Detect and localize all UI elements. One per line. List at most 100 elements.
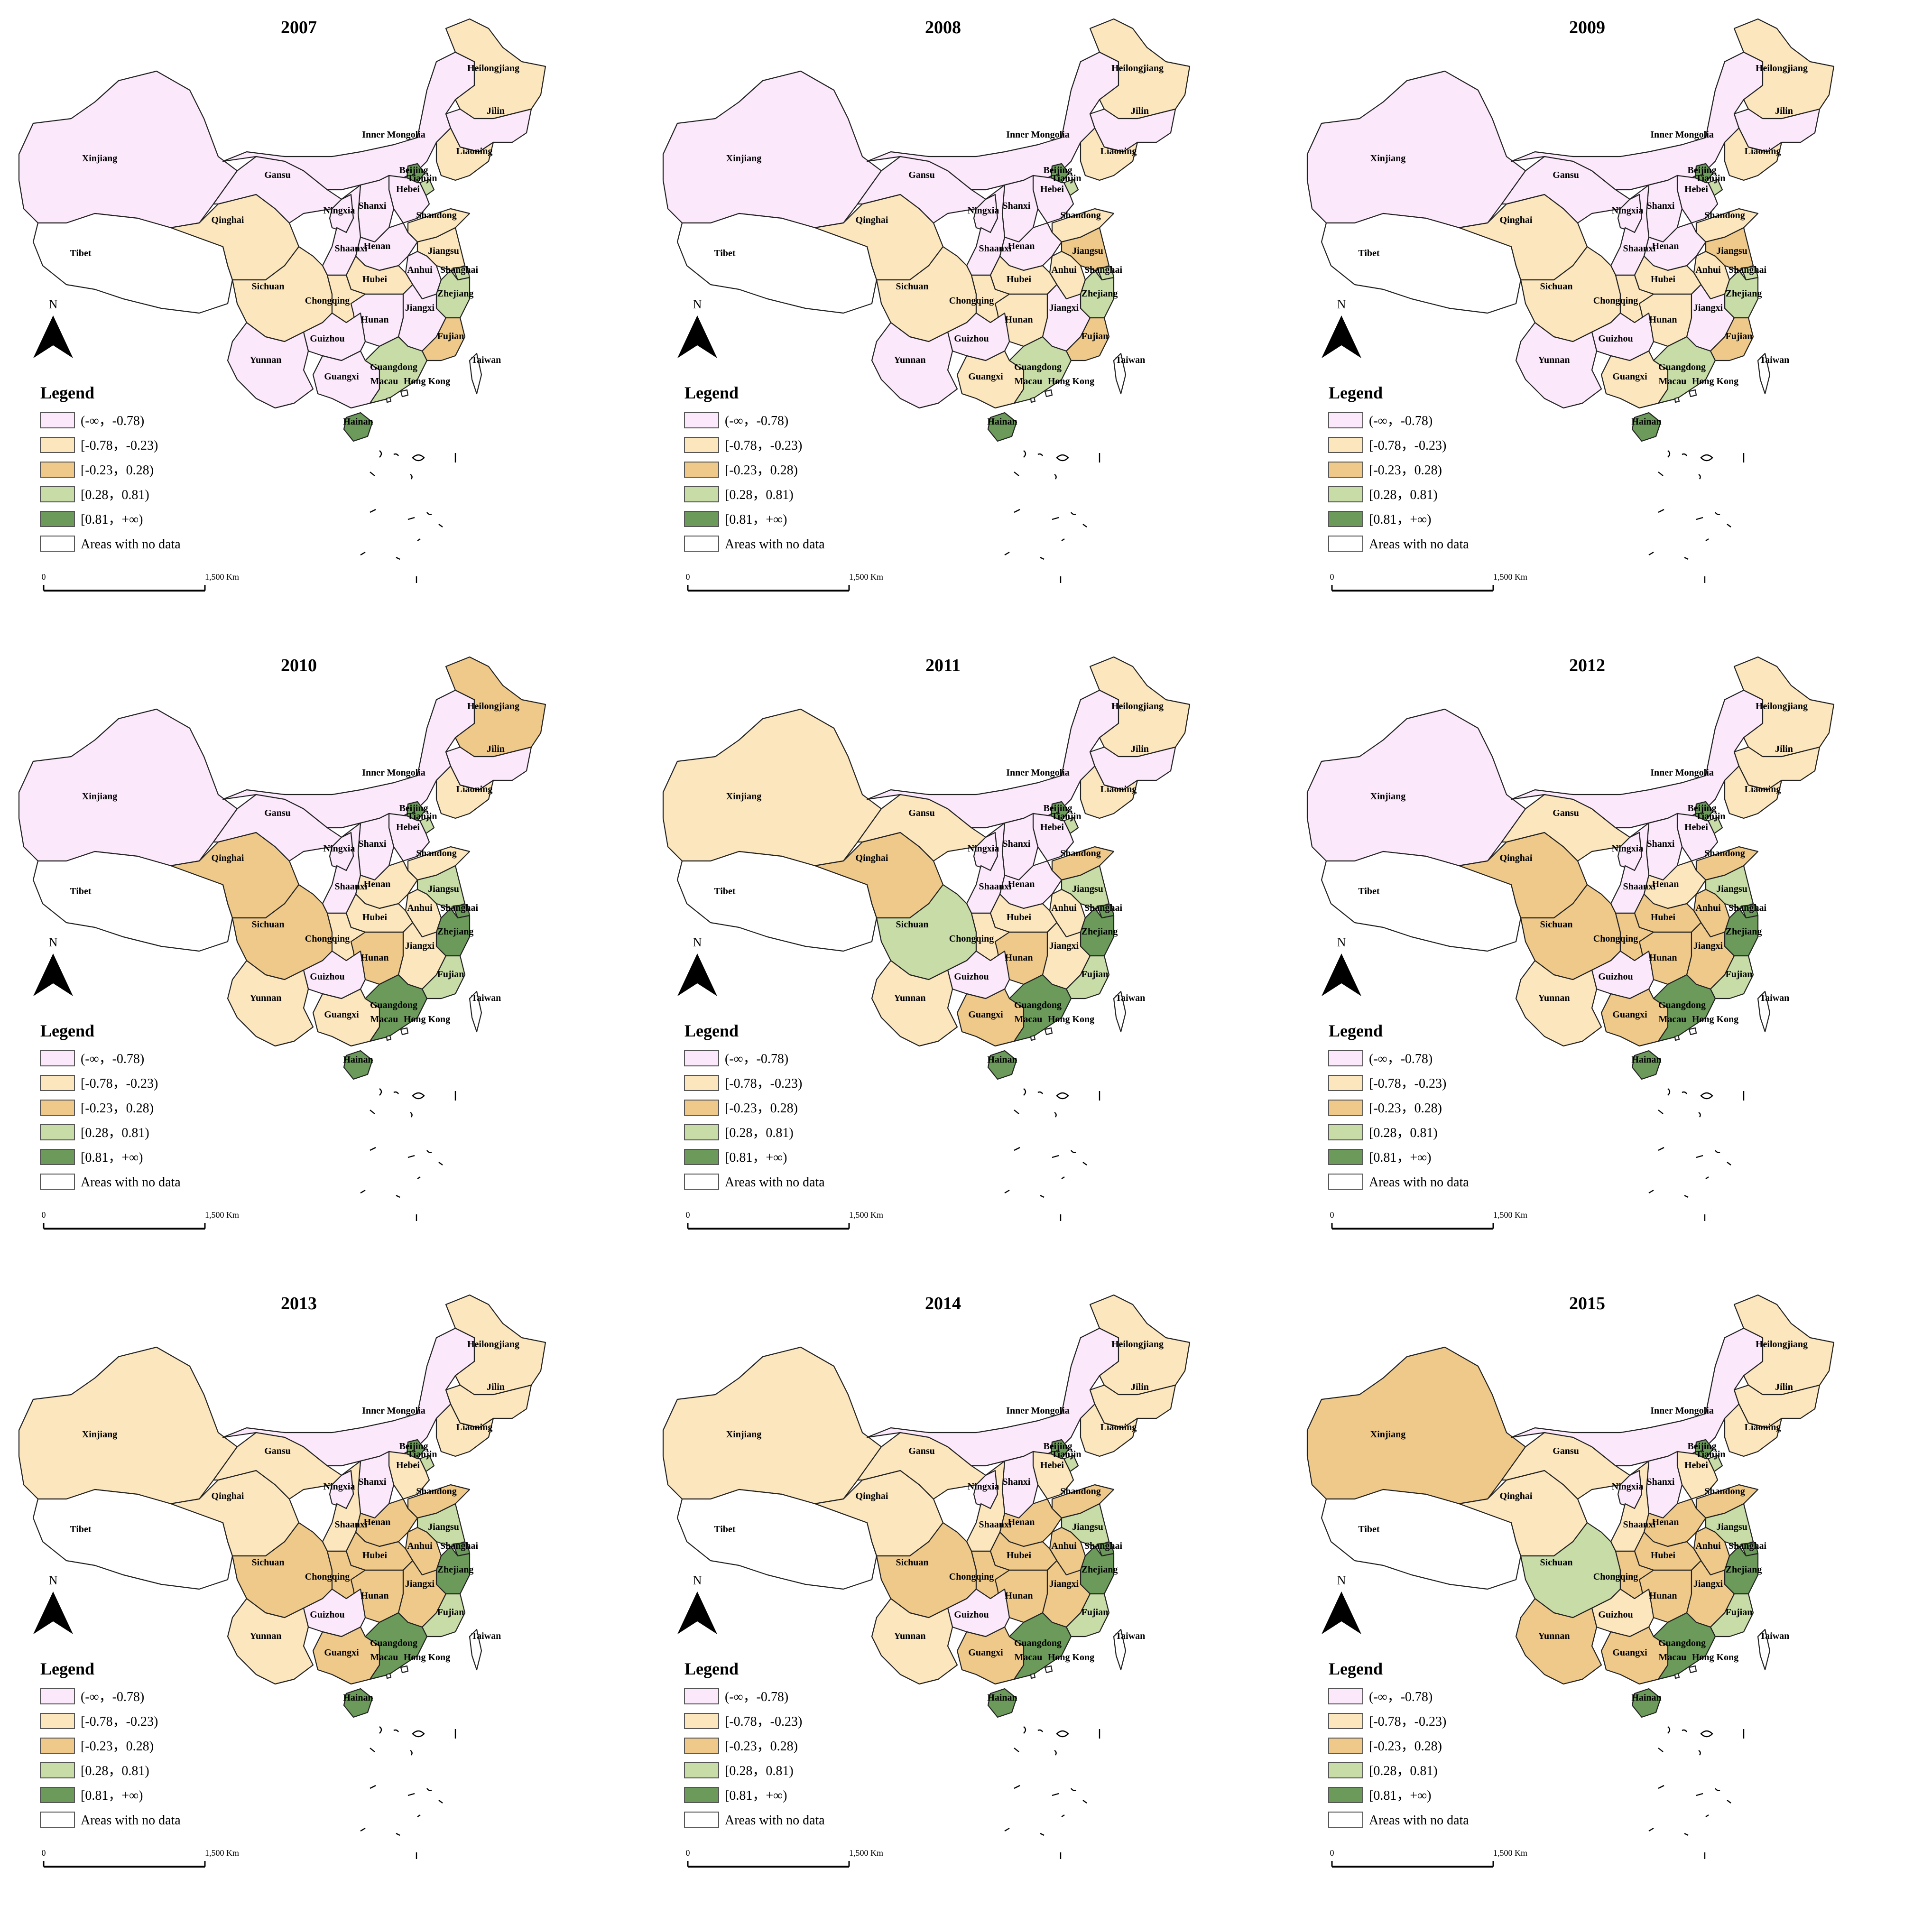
label-yunnan: Yunnan — [1538, 1631, 1570, 1641]
legend-swatch — [1328, 486, 1363, 502]
scale-end-label: 1,500 Km — [849, 572, 883, 582]
island-mark — [1667, 450, 1671, 458]
province-beijing — [1050, 801, 1070, 822]
label-hainan: Hainan — [1631, 416, 1661, 427]
province-guizhou — [303, 312, 366, 361]
provinces — [1306, 1294, 1835, 1718]
province-xinjiang — [662, 70, 882, 229]
legend-label: [-0.78，-0.23) — [1369, 1714, 1446, 1729]
label-jiangxi: Jiangxi — [1693, 303, 1723, 313]
legend-label: Areas with no data — [81, 537, 181, 552]
legend-label: (-∞，-0.78) — [725, 1052, 788, 1066]
label-heilongjiang: Heilongjiang — [1111, 701, 1164, 712]
label-guangdong: Guangdong — [1658, 1638, 1706, 1648]
province-xinjiang — [18, 1346, 238, 1505]
legend-title: Legend — [684, 1021, 739, 1040]
label-ningxia: Ningxia — [968, 205, 999, 216]
island-mark — [1682, 453, 1687, 456]
north-label: N — [49, 935, 58, 949]
label-tibet: Tibet — [1358, 248, 1380, 259]
legend-title: Legend — [684, 1659, 739, 1678]
island-mark — [396, 1194, 400, 1198]
map-year-title: 2014 — [925, 1294, 961, 1314]
island-mark — [393, 453, 399, 456]
island-mark — [407, 1155, 415, 1158]
province-guizhou — [947, 1588, 1010, 1637]
island-mark — [1700, 1730, 1713, 1738]
label-henan: Henan — [1652, 241, 1679, 251]
scale-zero-label: 0 — [42, 1210, 46, 1220]
island-mark — [412, 1730, 425, 1738]
label-shandong: Shandong — [416, 210, 457, 221]
legend-label: (-∞，-0.78) — [725, 1690, 788, 1704]
island-mark — [1004, 1189, 1010, 1194]
island-mark — [1061, 1176, 1065, 1179]
label-hunan: Hunan — [1005, 953, 1033, 963]
island-mark — [1052, 1793, 1059, 1796]
label-zhejiang: Zhejiang — [1082, 288, 1118, 299]
legend-label: (-∞，-0.78) — [81, 1690, 144, 1704]
label-hunan: Hunan — [361, 315, 389, 325]
label-hubei: Hubei — [1007, 274, 1032, 285]
map-svg: 2009 Xinjiang Tibet Qinghai Gansu Inner Mongo… — [1306, 18, 1835, 592]
label-hunan: Hunan — [361, 953, 389, 963]
legend-swatch — [684, 462, 719, 478]
label-hubei: Hubei — [1651, 274, 1676, 285]
scale-zero-label: 0 — [42, 1848, 46, 1858]
map-year-title: 2012 — [1569, 656, 1605, 675]
north-arrow-icon — [33, 1591, 73, 1634]
province-tibet — [32, 1489, 233, 1590]
label-sichuan: Sichuan — [896, 281, 929, 292]
island-mark — [1658, 472, 1664, 476]
legend-swatch — [684, 1812, 719, 1828]
label-henan: Henan — [364, 1517, 391, 1527]
label-tibet: Tibet — [70, 886, 92, 897]
label-hebei: Hebei — [1040, 1460, 1064, 1471]
label-hebei: Hebei — [396, 184, 420, 194]
label-shaanxi: Shaanxi — [1623, 1519, 1656, 1530]
province-taiwan — [469, 1628, 482, 1671]
provinces — [662, 1294, 1191, 1718]
legend-label: [0.81，+∞) — [1369, 1788, 1431, 1803]
label-tibet: Tibet — [1358, 1524, 1380, 1535]
label-yunnan: Yunnan — [1538, 355, 1570, 365]
label-tianjin: Tianjin — [1052, 1449, 1082, 1460]
province-yunnan — [1515, 960, 1602, 1047]
island-mark — [1682, 1091, 1687, 1094]
label-shanghai: Shanghai — [1729, 903, 1766, 913]
label-hongkong: Hong Kong — [1692, 1652, 1738, 1663]
label-hongkong: Hong Kong — [1048, 376, 1094, 387]
label-beijing: Beijing — [1687, 1441, 1716, 1452]
island-mark — [1648, 551, 1654, 556]
label-heilongjiang: Heilongjiang — [1756, 701, 1808, 712]
legend-label: [0.81，+∞) — [1369, 1150, 1431, 1165]
north-label: N — [693, 935, 702, 949]
province-tibet — [676, 1489, 878, 1590]
province-labels: Xinjiang Tibet Qinghai Gansu Inner Mongolia H… — [714, 1339, 1164, 1703]
island-mark — [1014, 1147, 1020, 1151]
island-mark — [1658, 1147, 1664, 1151]
label-gansu: Gansu — [1553, 808, 1579, 818]
legend-swatch — [684, 1050, 719, 1066]
map-year-title: 2008 — [925, 18, 961, 37]
province-innermongolia — [222, 1327, 475, 1467]
map-year-title: 2011 — [925, 656, 961, 675]
label-sichuan: Sichuan — [1540, 1557, 1573, 1568]
north-label: N — [1337, 297, 1346, 311]
map-panel-2013: 2013 Xinjiang Tibet Qinghai Gansu Inner Mongo… — [0, 1276, 644, 1914]
legend-label: (-∞，-0.78) — [81, 1052, 144, 1066]
province-liaoning — [1724, 127, 1783, 181]
label-shanxi: Shanxi — [359, 839, 387, 849]
legend-label: [-0.23，0.28) — [725, 1739, 798, 1754]
provinces — [18, 656, 546, 1080]
legend-title: Legend — [40, 1659, 94, 1678]
label-anhui: Anhui — [1051, 265, 1077, 275]
province-guangdong — [1008, 336, 1072, 404]
island-mark — [1054, 1750, 1057, 1756]
legend-swatch — [1328, 462, 1363, 478]
label-shandong: Shandong — [1704, 210, 1745, 221]
legend-swatch — [1328, 1075, 1363, 1091]
label-jilin: Jilin — [1775, 106, 1793, 116]
label-henan: Henan — [1008, 241, 1035, 251]
label-hebei: Hebei — [1684, 184, 1708, 194]
